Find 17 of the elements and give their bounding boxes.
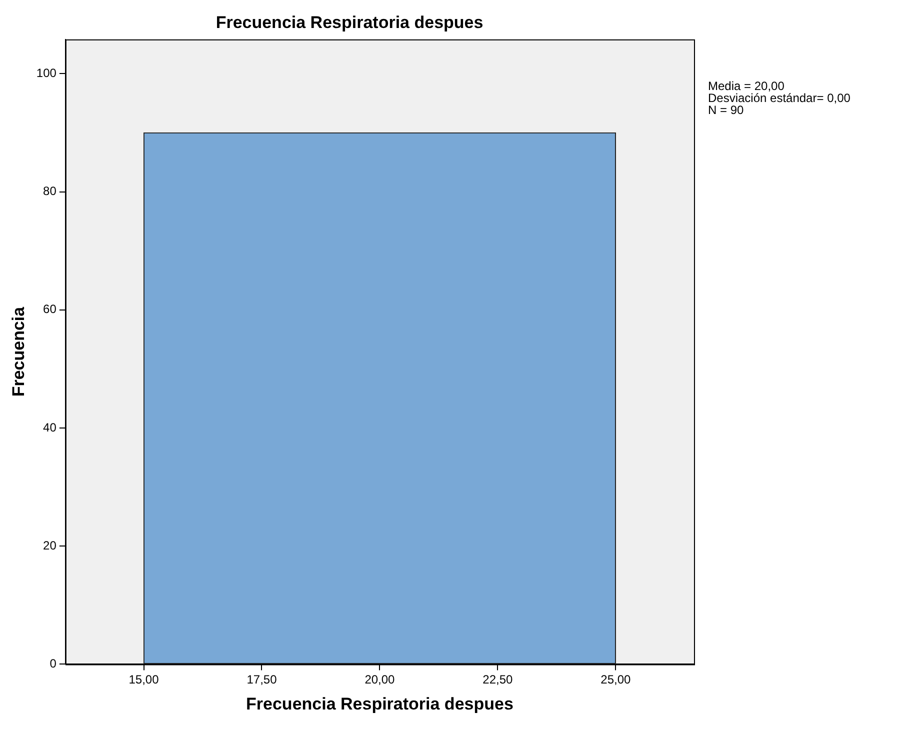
x-tick-label: 22,50 xyxy=(482,672,514,687)
y-tick-label: 80 xyxy=(43,184,57,198)
y-tick-label: 40 xyxy=(43,420,57,434)
text: Desviación estándar= 0,00 xyxy=(708,91,850,105)
y-tick-label: 20 xyxy=(43,538,57,552)
x-tick-label: 20,00 xyxy=(364,672,396,687)
text: Media = 20,00 xyxy=(708,79,786,93)
y-tick-label: 0 xyxy=(50,656,57,671)
x-tick-label: 17,50 xyxy=(246,672,278,687)
x-tick-label: 15,00 xyxy=(128,672,160,687)
x-tick-label: 25,00 xyxy=(600,672,632,687)
y-tick-label: 100 xyxy=(36,66,57,80)
chart-title: Frecuencia Respiratoria despues xyxy=(216,12,484,32)
y-tick-label: 60 xyxy=(43,302,57,316)
text: N = 90 xyxy=(708,103,745,117)
y-axis-title: Frecuencia xyxy=(8,306,28,397)
x-axis-title: Frecuencia Respiratoria despues xyxy=(246,694,514,714)
